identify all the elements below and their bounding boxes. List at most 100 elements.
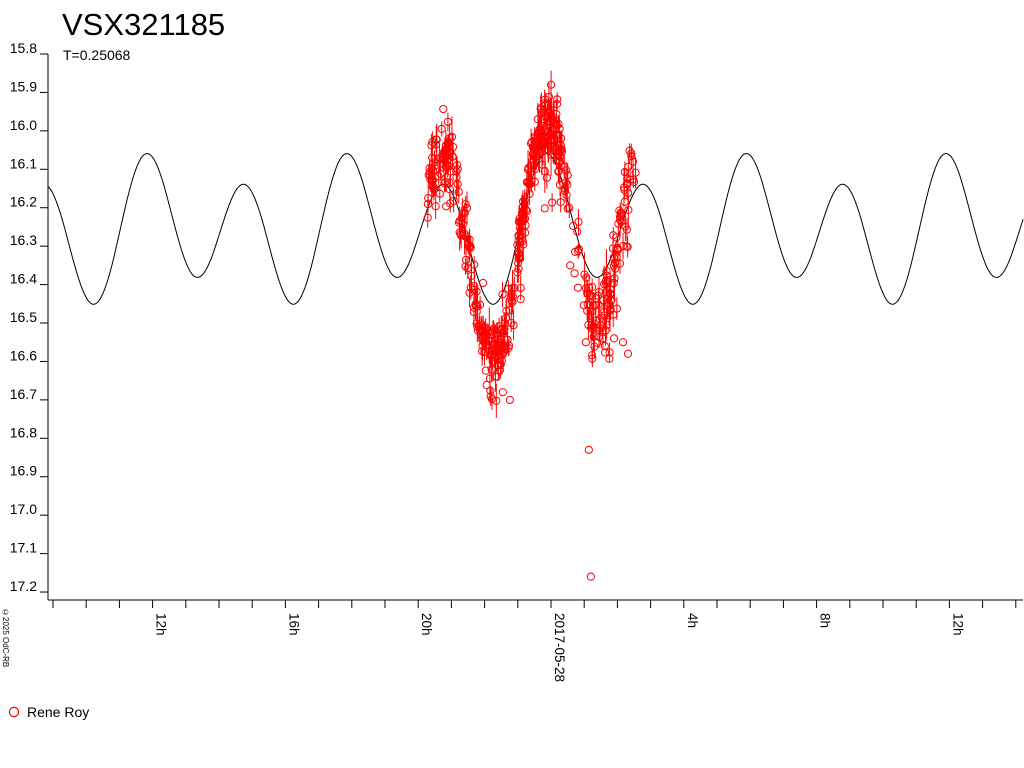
data-point xyxy=(434,172,443,181)
data-point xyxy=(503,335,512,345)
data-point xyxy=(427,176,437,185)
data-point xyxy=(510,284,519,293)
y-tick-label: 16.6 xyxy=(10,347,37,363)
data-point xyxy=(429,176,438,185)
data-point xyxy=(502,306,511,316)
data-point xyxy=(448,142,458,152)
data-point xyxy=(536,137,546,146)
data-point xyxy=(600,341,609,351)
data-point xyxy=(423,213,432,222)
data-point xyxy=(428,166,438,175)
data-point xyxy=(492,372,501,381)
data-point xyxy=(616,211,625,220)
data-point xyxy=(574,217,583,226)
data-point xyxy=(560,184,569,193)
data-point xyxy=(472,319,481,328)
legend-label: Rene Roy xyxy=(27,704,90,720)
data-point xyxy=(517,227,527,236)
data-point xyxy=(455,228,464,237)
y-tick-label: 16.7 xyxy=(10,386,37,402)
data-point xyxy=(531,153,540,162)
data-point xyxy=(555,146,564,155)
data-point xyxy=(624,162,633,171)
data-point xyxy=(569,221,578,230)
data-point xyxy=(554,167,563,176)
data-point xyxy=(588,354,597,363)
data-point xyxy=(605,348,614,357)
data-point xyxy=(589,332,598,341)
data-point xyxy=(514,264,523,273)
data-point xyxy=(482,340,491,349)
chart-title: VSX321185 xyxy=(62,7,226,42)
data-point xyxy=(546,80,556,89)
data-point xyxy=(561,186,570,196)
data-point xyxy=(479,323,488,332)
data-point xyxy=(454,187,463,197)
data-point xyxy=(457,218,466,227)
data-point xyxy=(602,266,611,276)
data-point xyxy=(453,179,462,189)
x-ticks: 12h 16h 20h 2017-05-28 4h 8h 12h xyxy=(52,600,1017,682)
data-point xyxy=(487,350,496,359)
data-point xyxy=(617,217,626,226)
data-point xyxy=(563,171,572,180)
data-point xyxy=(466,283,475,292)
data-point xyxy=(556,198,565,207)
data-point xyxy=(586,572,595,581)
data-point xyxy=(443,117,452,126)
data-point xyxy=(545,108,554,117)
data-point xyxy=(544,145,553,155)
data-point xyxy=(570,269,579,278)
y-tick-label: 16.8 xyxy=(10,424,37,440)
data-point xyxy=(470,260,479,269)
data-point xyxy=(570,247,580,256)
data-point xyxy=(583,300,592,309)
data-point xyxy=(513,268,522,277)
data-point xyxy=(491,343,501,353)
x-tick-label: 12h xyxy=(950,613,965,636)
data-point xyxy=(494,344,503,353)
data-point xyxy=(482,380,491,390)
data-point xyxy=(518,217,527,226)
data-point xyxy=(537,160,547,169)
data-point xyxy=(555,156,564,165)
data-point xyxy=(615,259,625,268)
y-tick-label: 16.3 xyxy=(10,232,37,248)
data-point xyxy=(470,282,479,291)
data-point xyxy=(533,115,542,124)
data-point xyxy=(620,197,629,206)
data-point xyxy=(458,219,468,229)
data-point xyxy=(424,194,433,203)
data-point xyxy=(573,227,582,236)
data-point xyxy=(464,240,473,250)
y-tick-label: 17.1 xyxy=(10,540,37,556)
data-point xyxy=(465,242,474,252)
data-point xyxy=(530,177,539,186)
data-point xyxy=(581,284,591,293)
data-point xyxy=(485,326,494,335)
data-point xyxy=(480,339,489,348)
data-point xyxy=(546,150,556,159)
data-point xyxy=(522,207,532,216)
data-point xyxy=(461,255,471,265)
data-point xyxy=(601,348,610,357)
data-point xyxy=(590,342,599,351)
data-point xyxy=(435,189,444,198)
y-tick-label: 16.1 xyxy=(10,155,37,171)
data-point xyxy=(557,145,566,154)
data-point xyxy=(552,131,561,141)
watermark-text: ©2025 OdC-RB xyxy=(1,608,10,668)
x-tick-label: 2017-05-28 xyxy=(552,613,567,682)
data-point xyxy=(622,179,632,188)
x-tick-label: 12h xyxy=(154,613,169,636)
data-point xyxy=(499,327,509,336)
data-point xyxy=(627,152,636,161)
data-point xyxy=(507,318,516,328)
data-point xyxy=(595,314,604,323)
data-point xyxy=(529,151,538,161)
data-point xyxy=(618,338,628,347)
x-tick-label: 16h xyxy=(286,613,301,636)
period-label: T=0.25068 xyxy=(63,47,131,63)
data-point xyxy=(493,330,502,339)
